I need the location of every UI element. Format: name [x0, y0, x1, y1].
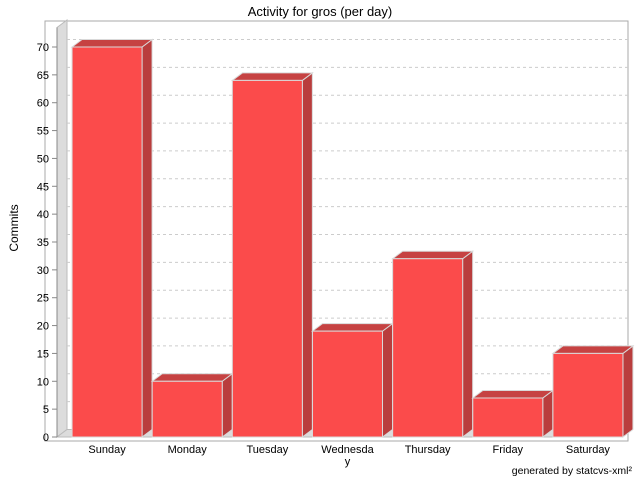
bar-sunday-top	[70, 39, 154, 48]
bar-tuesday-top	[230, 72, 314, 81]
bar-sunday-side	[141, 38, 153, 438]
x-category-label-tuesday: Tuesday	[246, 444, 288, 456]
bar-wednesday-side	[382, 322, 393, 438]
y-tick-label-35: 35	[37, 237, 49, 249]
bar-tuesday-front	[231, 79, 303, 438]
y-tick-label-15: 15	[37, 348, 49, 360]
x-category-label-thursday: Thursday	[405, 444, 451, 456]
bar-tuesday-side	[301, 71, 313, 438]
y-tick-label-70: 70	[37, 42, 49, 54]
x-category-label-wednesday: Wednesda y	[321, 444, 374, 468]
bar-saturday-side	[622, 344, 634, 438]
bar-monday-side	[221, 372, 233, 438]
plot-border	[44, 20, 629, 442]
x-category-label-friday: Friday	[493, 444, 524, 456]
bar-wednesday-top	[311, 323, 394, 332]
bar-saturday-front	[552, 352, 624, 438]
x-category-label-monday: Monday	[168, 444, 208, 456]
bar-sunday-front	[71, 46, 143, 438]
y-tick-label-10: 10	[37, 376, 49, 388]
y-tick-label-60: 60	[37, 98, 49, 110]
y-tick-label-40: 40	[37, 209, 49, 221]
bar-monday-front	[151, 380, 223, 438]
y-tick-label-30: 30	[37, 265, 49, 277]
y-tick-label-55: 55	[37, 126, 49, 138]
bar-thursday-top	[391, 250, 475, 260]
generator-credit: generated by statcvs-xml²	[511, 465, 632, 477]
bar-thursday-front	[392, 258, 464, 438]
y-tick-label-65: 65	[37, 70, 49, 82]
y-tick-label-50: 50	[37, 153, 49, 165]
bar-friday-front	[472, 397, 544, 438]
bar-saturday-top	[551, 345, 635, 354]
y-tick-label-5: 5	[43, 404, 49, 416]
bar-thursday-side	[462, 250, 474, 438]
bar-monday-top	[150, 373, 234, 382]
x-category-label-saturday: Saturday	[566, 444, 611, 456]
y-tick-label-25: 25	[37, 293, 49, 305]
bar-wednesday-front	[312, 330, 383, 438]
y-tick-label-20: 20	[37, 321, 49, 333]
chart-title: Activity for gros (per day)	[247, 4, 393, 19]
y-tick-label-45: 45	[37, 181, 49, 193]
left-wall	[56, 19, 68, 438]
x-category-label-sunday: Sunday	[88, 444, 126, 456]
y-tick-label-0: 0	[43, 432, 49, 444]
bar-friday-top	[471, 390, 555, 399]
